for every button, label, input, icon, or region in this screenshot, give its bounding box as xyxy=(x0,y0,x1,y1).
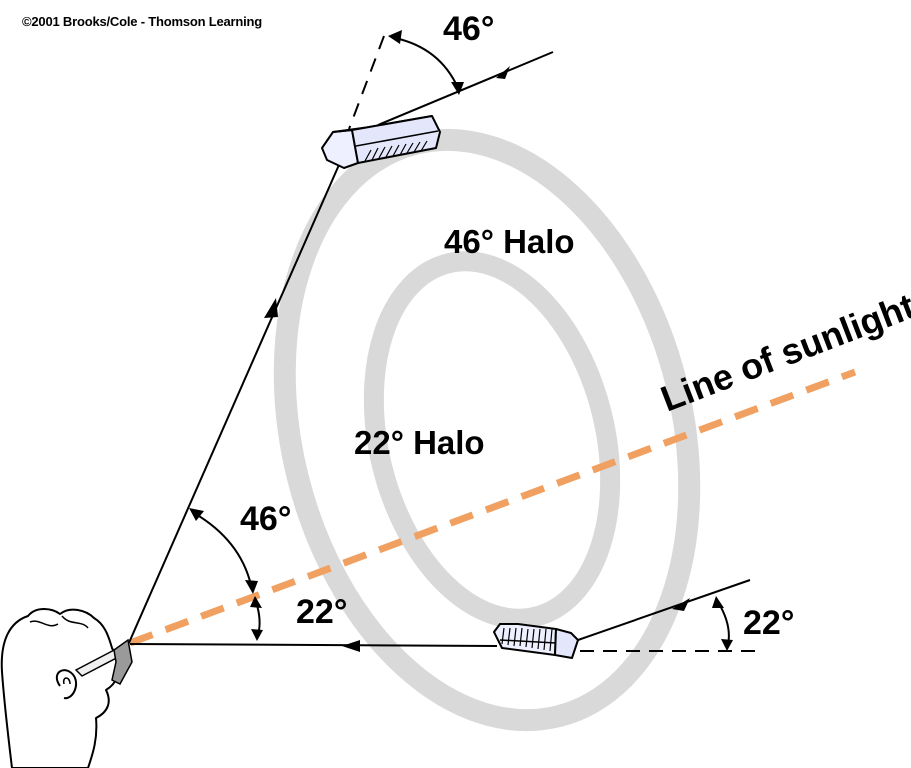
angle-arc-46-eye xyxy=(193,512,252,586)
halo-22-label: 22° Halo xyxy=(354,424,485,461)
refracted-ray-bottom-arrow xyxy=(342,640,360,652)
angle-arc-22-eye-head1 xyxy=(250,596,262,608)
incoming-ray-bottom xyxy=(577,579,751,641)
copyright-notice: ©2001 Brooks/Cole - Thomson Learning xyxy=(22,14,263,29)
ice-crystal-bottom xyxy=(493,623,579,659)
angle-arc-22-right xyxy=(717,601,730,646)
angle-arc-46-top xyxy=(394,37,459,89)
angle-label-46-top: 46° xyxy=(443,10,494,48)
halo-46-ring xyxy=(273,128,701,732)
refracted-ray-top-arrow xyxy=(264,298,278,318)
refracted-ray-top xyxy=(127,157,343,646)
incoming-ray-bottom-arrow xyxy=(672,598,690,611)
angle-label-22-right: 22° xyxy=(743,604,794,642)
angle-arc-22-right-head2 xyxy=(721,639,733,651)
angle-arc-46-top-head1 xyxy=(388,30,402,44)
angle-arc-46-eye-head1 xyxy=(189,508,204,521)
refracted-ray-bottom xyxy=(129,643,498,647)
angle-label-22-eye: 22° xyxy=(296,593,347,631)
ice-crystal-top xyxy=(321,115,441,169)
halo-22-ring xyxy=(363,251,621,629)
angle-arc-22-right-head1 xyxy=(712,596,724,608)
observer-head xyxy=(0,608,133,768)
angle-arc-46-eye-head2 xyxy=(245,580,258,594)
line-of-sunlight xyxy=(128,368,857,647)
angle-arc-46-top-head2 xyxy=(451,82,464,95)
angle-arc-22-eye-head2 xyxy=(251,629,263,641)
angle-label-46-eye: 46° xyxy=(240,500,291,538)
halo-46-label: 46° Halo xyxy=(444,223,575,260)
top-dashed-reference xyxy=(348,35,385,130)
incoming-ray-top-arrow xyxy=(496,66,510,79)
incoming-ray-top xyxy=(377,51,554,126)
